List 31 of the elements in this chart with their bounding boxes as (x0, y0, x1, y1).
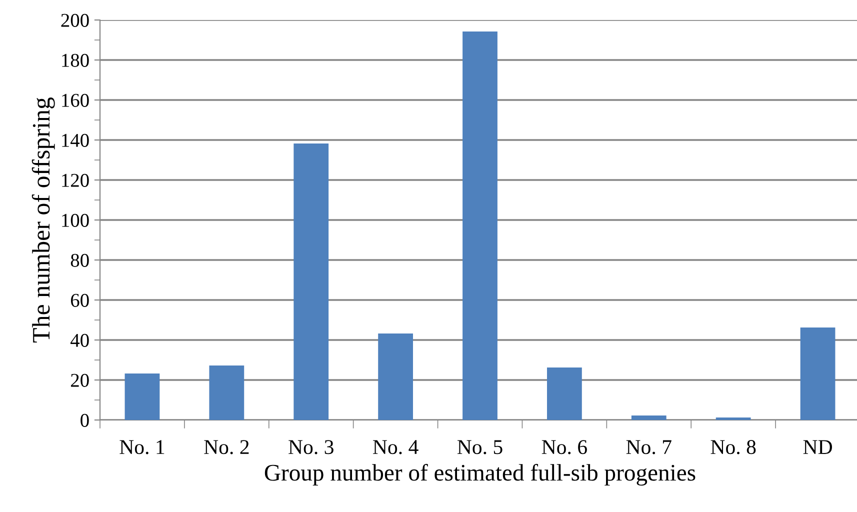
bar (209, 365, 244, 420)
y-tick-label: 180 (62, 54, 89, 67)
bar (294, 143, 329, 420)
y-tick-label: 120 (62, 174, 89, 187)
x-tick-label: No. 5 (457, 440, 502, 454)
y-tick-label: 160 (62, 94, 89, 107)
x-tick-label: No. 3 (288, 440, 334, 454)
bar (547, 367, 582, 420)
x-tick-label: No. 1 (120, 440, 164, 454)
y-axis-title: The number of offspring (32, 97, 55, 343)
bar (462, 31, 498, 420)
y-tick-label: 60 (70, 294, 89, 307)
y-tick-label: 0 (80, 414, 89, 427)
x-tick-label: No. 4 (373, 440, 418, 454)
x-tick-label: No. 6 (542, 440, 587, 454)
x-tick-label: ND (803, 440, 832, 454)
x-axis-title: Group number of estimated full-sib progenies (264, 464, 696, 486)
x-tick-label: No. 8 (710, 440, 756, 454)
y-tick-label: 20 (70, 374, 89, 387)
x-tick-label: No. 2 (204, 440, 249, 454)
y-tick-label: 200 (61, 14, 89, 27)
bar (716, 417, 751, 420)
y-tick-label: 140 (62, 134, 89, 147)
bar (631, 415, 666, 420)
y-tick-label: 80 (70, 254, 89, 267)
bar (378, 333, 413, 420)
x-tick-label: No. 7 (626, 440, 672, 454)
y-tick-label: 40 (70, 334, 89, 347)
y-tick-label: 100 (62, 214, 89, 227)
bar (800, 327, 836, 420)
bar (124, 373, 160, 420)
